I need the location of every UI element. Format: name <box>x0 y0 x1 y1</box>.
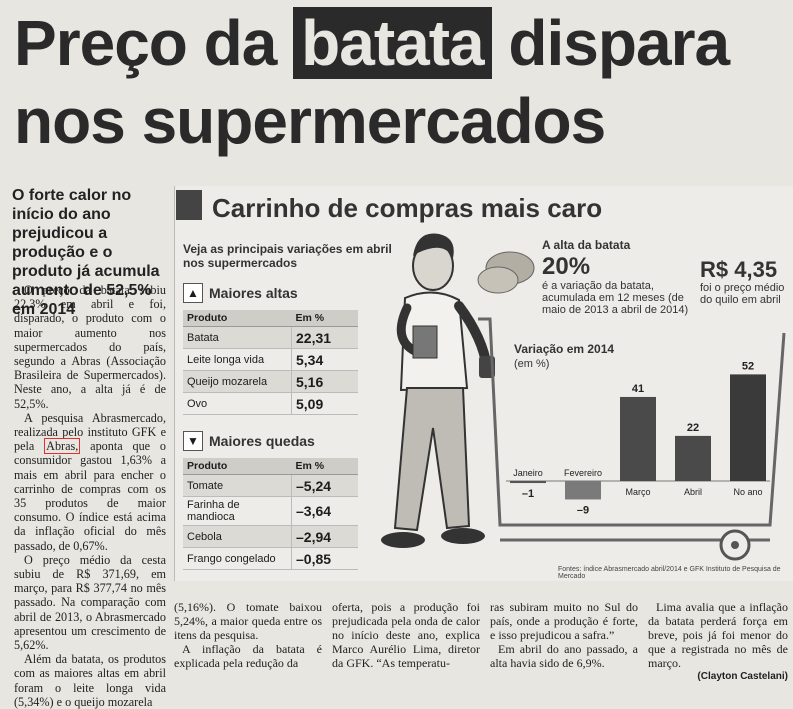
altas-heading: ▲ Maiores altas <box>183 283 298 303</box>
header-produto: Produto <box>183 458 292 475</box>
cell: Farinha de mandioca <box>183 496 292 526</box>
quedas-table: Produto Em % Tomate –5,24 Farinha de mandi… <box>183 458 358 570</box>
table-row: Batata 22,31 <box>183 326 358 349</box>
table-row: Queijo mozarela 5,16 <box>183 370 358 393</box>
headline-text: dispara <box>491 7 730 79</box>
paragraph: Em abril do ano passado, a alta havia si… <box>490 642 638 670</box>
cell: 5,16 <box>291 370 358 393</box>
headline-line1: Preço da batata dispara <box>14 7 730 79</box>
paragraph: (5,16%). O tomate baixou 5,24%, a maior … <box>174 600 322 642</box>
batata-price: R$ 4,35 <box>700 257 778 282</box>
batata-percent: 20% <box>542 253 591 280</box>
abras-highlight: Abras, <box>44 438 81 455</box>
quedas-heading: ▼ Maiores quedas <box>183 431 315 451</box>
paragraph: Lima avalia que a inflação da batata per… <box>648 600 788 670</box>
bar-1 <box>565 481 601 500</box>
arrow-up-icon: ▲ <box>183 283 203 303</box>
chart-ylabel: (em %) <box>514 358 549 370</box>
altas-heading-text: Maiores altas <box>209 285 298 301</box>
infographic-subtitle: Veja as principais variações em abril no… <box>183 242 392 270</box>
category-label: Abril <box>684 487 702 497</box>
batata-percent-desc: é a variação da batata, acumulada em 12 … <box>542 280 689 316</box>
batata-alta-label: A alta da batata <box>542 238 631 252</box>
bar-value-label: –1 <box>522 488 534 500</box>
header-em: Em % <box>291 310 358 327</box>
article-column-4: ras subiram muito no Sul do país, onde a… <box>490 600 638 670</box>
headline-text: Preço da <box>14 7 294 79</box>
cell: Frango congelado <box>183 547 292 570</box>
cell: –2,94 <box>291 525 358 548</box>
paragraph: ras subiram muito no Sul do país, onde a… <box>490 600 638 642</box>
cart-frame <box>478 317 786 527</box>
bar-0 <box>510 481 546 484</box>
infographic-marker <box>176 190 202 220</box>
category-label: Fevereiro <box>564 468 602 478</box>
bar-value-label: 41 <box>632 383 644 395</box>
headline-highlight-word: batata <box>293 7 492 79</box>
cell: Ovo <box>183 392 292 415</box>
category-label: Março <box>625 487 650 497</box>
bar-value-label: –9 <box>577 504 589 516</box>
chart-title: Variação em 2014 <box>514 342 614 356</box>
article-column-5: Lima avalia que a inflação da batata per… <box>648 600 788 684</box>
cell: 5,34 <box>291 348 358 371</box>
paragraph: A pesquisa Abrasmercado, realizada pelo … <box>14 411 166 553</box>
header-produto: Produto <box>183 310 292 327</box>
table-row: Cebola –2,94 <box>183 525 358 548</box>
table-row: Farinha de mandioca –3,64 <box>183 496 358 526</box>
bar-value-label: 52 <box>742 360 754 372</box>
cell: –5,24 <box>291 474 358 497</box>
table-header: Produto Em % <box>183 458 358 475</box>
category-label: No ano <box>733 487 762 497</box>
paragraph: A inflação da batata é explicada pela re… <box>174 642 322 670</box>
altas-table: Produto Em % Batata 22,31 Leite longa vida… <box>183 310 358 415</box>
table-row: Ovo 5,09 <box>183 392 358 415</box>
source-note: Fontes: índice Abrasmercado abril/2014 e… <box>558 566 781 580</box>
arrow-down-icon: ▼ <box>183 431 203 451</box>
text: Maiores <box>209 433 266 449</box>
quedas-heading-text: Maiores quedas <box>209 433 315 449</box>
batata-price-desc: foi o preço médio do quilo em abril <box>700 282 785 306</box>
cell: 5,09 <box>291 392 358 415</box>
article-column-3: oferta, pois a produção foi prejudicada … <box>332 600 480 670</box>
cell: Cebola <box>183 525 292 548</box>
cell: Queijo mozarela <box>183 370 292 393</box>
text: A pesquisa Abrasmercado, realizada pelo … <box>14 410 166 454</box>
text: Maiores <box>209 285 266 301</box>
bar-value-label: 22 <box>687 422 699 434</box>
bar-4 <box>730 374 766 481</box>
infographic-title: Carrinho de compras mais caro <box>212 193 603 223</box>
headline-line2: nos supermercados <box>14 85 606 157</box>
paragraph: Além da batata, os produtos com as maior… <box>14 652 166 709</box>
cell: Tomate <box>183 474 292 497</box>
table-row: Leite longa vida 5,34 <box>183 348 358 371</box>
cell: –0,85 <box>291 547 358 570</box>
cell: Batata <box>183 326 292 349</box>
text: aponta que o consumidor gastou 1,63% a m… <box>14 439 167 553</box>
byline: (Clayton Castelani) <box>697 671 788 682</box>
paragraph: oferta, pois a produção foi prejudicada … <box>332 600 480 670</box>
category-label: Janeiro <box>513 468 543 478</box>
cart-bar-chart: Variação em 2014 (em %) –1 Janeiro –9 Fever… <box>478 317 786 561</box>
bar-2 <box>620 396 656 481</box>
cell: –3,64 <box>291 496 358 526</box>
man-illustration <box>381 233 495 548</box>
article-column-2: (5,16%). O tomate baixou 5,24%, a maior … <box>174 600 322 670</box>
potato-illustration <box>477 251 535 294</box>
cell: Leite longa vida <box>183 348 292 371</box>
text: quedas <box>265 433 315 449</box>
table-row: Frango congelado –0,85 <box>183 547 358 570</box>
paragraph: O preço médio da cesta subiu de R$ 371,6… <box>14 552 166 653</box>
bar-3 <box>675 435 711 481</box>
article-column-1: O preço da batata subiu 22,3% em abril e… <box>14 283 166 709</box>
header-em: Em % <box>291 458 358 475</box>
text: altas <box>265 285 298 301</box>
table-row: Tomate –5,24 <box>183 474 358 497</box>
cart-wheel-hub <box>731 541 739 549</box>
paragraph: O preço da batata subiu 22,3% em abril e… <box>14 283 166 411</box>
cell: 22,31 <box>291 326 358 349</box>
lead-text: O forte calor no início do ano prejudico… <box>12 187 160 318</box>
table-header: Produto Em % <box>183 310 358 327</box>
